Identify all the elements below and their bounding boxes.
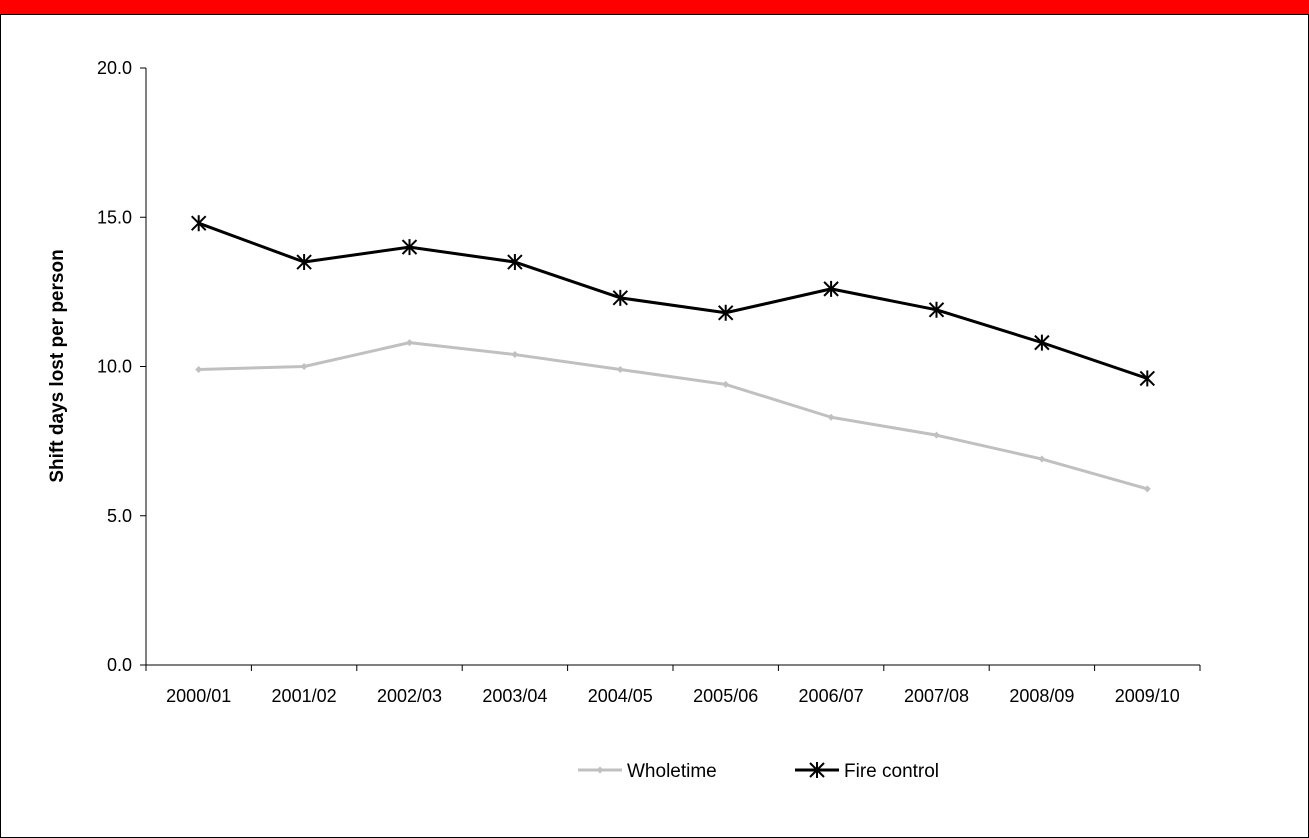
- data-point: [827, 413, 835, 421]
- series-wholetime: [195, 339, 1151, 493]
- data-point: [928, 301, 945, 318]
- y-tick-label: 15.0: [97, 207, 132, 227]
- data-point: [406, 339, 413, 347]
- data-point: [823, 280, 839, 297]
- data-point: [612, 289, 629, 306]
- data-point: [1143, 485, 1151, 493]
- x-ticks: 2000/01 2001/02 2002/03 2003/04 2004/05 2005/…: [145, 665, 1201, 706]
- x-tick-label: 2006/07: [799, 686, 864, 706]
- data-point: [616, 365, 624, 373]
- y-tick-label: 10.0: [97, 357, 132, 377]
- legend-label: Wholetime: [627, 761, 717, 782]
- data-point: [933, 431, 940, 439]
- series-layer: [190, 215, 1156, 493]
- x-tick-label: 2008/09: [1009, 686, 1074, 706]
- y-ticks: 0.0 5.0 10.0 15.0 20.0: [97, 58, 146, 675]
- data-point: [401, 239, 418, 256]
- x-tick-label: 2004/05: [588, 686, 653, 706]
- series-fire-control: [190, 215, 1156, 387]
- series-line: [198, 221, 1148, 380]
- data-point: [296, 254, 312, 271]
- data-point: [1139, 370, 1156, 387]
- y-axis-title: Shift days lost per person: [47, 249, 68, 482]
- x-tick-label: 2009/10: [1115, 686, 1180, 706]
- data-point: [190, 215, 207, 232]
- data-point: [511, 351, 519, 359]
- x-tick-label: 2002/03: [377, 686, 442, 706]
- x-tick-label: 2001/02: [272, 686, 337, 706]
- legend-label: Fire control: [844, 761, 939, 782]
- x-tick-label: 2000/01: [166, 686, 231, 706]
- data-point: [722, 380, 730, 388]
- y-tick-label: 20.0: [97, 58, 132, 78]
- legend-item: Fire control: [795, 761, 939, 782]
- y-tick-label: 5.0: [107, 506, 132, 526]
- legend: Wholetime Fire control: [578, 761, 939, 782]
- x-tick-label: 2007/08: [904, 686, 969, 706]
- data-point: [300, 363, 308, 370]
- legend-marker: [809, 762, 825, 778]
- data-point: [195, 365, 203, 373]
- x-tick-label: 2003/04: [482, 686, 547, 706]
- data-point: [717, 304, 734, 321]
- legend-marker: [596, 766, 604, 774]
- y-tick-label: 0.0: [107, 655, 132, 675]
- header-bar: [0, 0, 1309, 15]
- data-point: [507, 254, 523, 271]
- data-point: [1038, 455, 1046, 463]
- legend-item: Wholetime: [578, 761, 717, 782]
- data-point: [1034, 334, 1050, 351]
- x-tick-label: 2005/06: [693, 686, 758, 706]
- series-line: [198, 341, 1148, 491]
